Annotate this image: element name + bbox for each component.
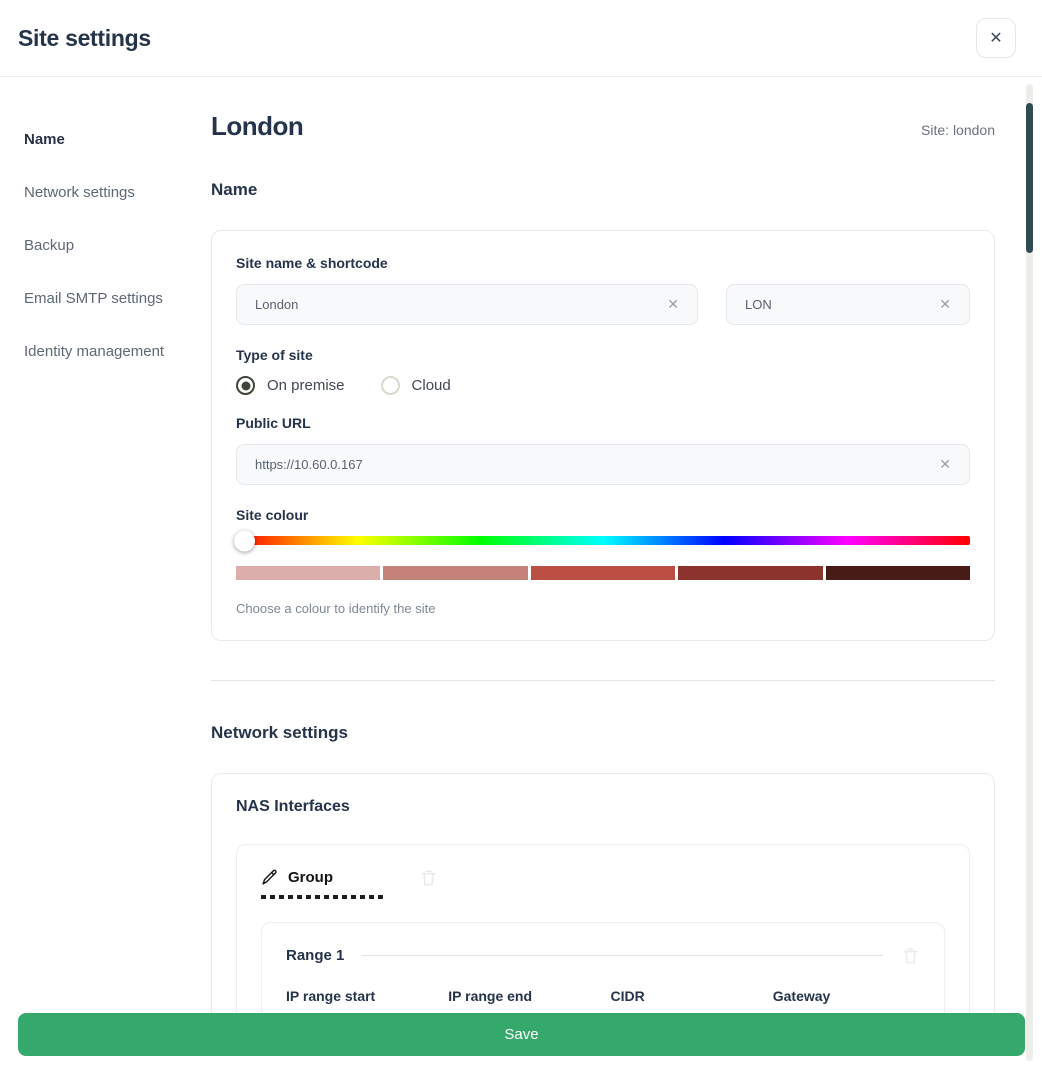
clear-site-name-icon[interactable]: ✕ [667,296,679,312]
site-name-input[interactable] [255,297,664,312]
edit-group-icon[interactable] [261,869,278,886]
shortcode-input[interactable] [745,297,936,312]
colour-swatch-2[interactable] [383,566,528,580]
gateway-label: Gateway [772,988,831,1004]
sidebar-item-identity-management[interactable]: Identity management [24,343,165,360]
section-divider [211,680,995,681]
scrollbar-track[interactable] [1026,84,1033,1061]
cidr-label: CIDR [610,988,645,1004]
nas-interfaces-title: NAS Interfaces [236,798,350,815]
footer-mask [0,1056,1042,1065]
group-name-underline [261,895,383,899]
colour-swatch-3[interactable] [530,566,676,580]
save-button[interactable]: Save [18,1013,1025,1056]
page-title: London [211,111,304,141]
name-card: Site name & shortcode ✕ ✕ Type of site O… [211,230,995,641]
settings-main: London Site: london Name Site name & sho… [211,77,1042,1065]
modal-body: Name Network settings Backup Email SMTP … [0,77,1042,1065]
site-name-field[interactable]: ✕ [236,284,698,325]
save-button-label: Save [504,1026,539,1043]
ip-range-start-label: IP range start [286,988,376,1004]
group-header: Group [261,867,945,888]
radio-cloud-label: Cloud [411,377,451,394]
radio-on-premise-label: On premise [267,377,345,394]
sidebar-item-name[interactable]: Name [24,131,65,148]
public-url-field[interactable]: ✕ [236,444,970,485]
close-icon: ✕ [989,30,1003,47]
sidebar-item-backup[interactable]: Backup [24,237,75,254]
radio-cloud-control[interactable] [380,376,400,395]
close-button[interactable]: ✕ [976,18,1016,58]
group-name-label[interactable]: Group [288,869,333,886]
public-url-label: Public URL [236,415,311,431]
delete-group-icon[interactable] [419,867,438,888]
scrollbar-thumb[interactable] [1026,103,1033,253]
modal-header: Site settings ✕ [0,0,1042,77]
range-header: Range 1 [286,945,920,966]
name-section-heading: Name [211,180,258,199]
public-url-input[interactable] [255,457,936,472]
shortcode-field[interactable]: ✕ [726,284,970,325]
radio-on-premise[interactable]: On premise [236,376,345,395]
type-of-site-label: Type of site [236,347,313,363]
page-title-row: London Site: london [211,111,995,142]
ip-range-end-label: IP range end [448,988,533,1004]
site-name-shortcode-label: Site name & shortcode [236,255,388,271]
type-of-site-options: On premise Cloud [236,376,970,395]
hue-slider[interactable] [234,530,970,551]
radio-on-premise-control[interactable] [236,376,255,395]
colour-hint: Choose a colour to identify the site [236,601,436,616]
network-section-heading: Network settings [211,723,348,742]
sidebar-item-network-settings[interactable]: Network settings [24,184,135,201]
settings-sidebar: Name Network settings Backup Email SMTP … [0,77,211,1065]
sidebar-item-email-smtp[interactable]: Email SMTP settings [24,290,163,307]
colour-swatch-1[interactable] [236,566,381,580]
clear-public-url-icon[interactable]: ✕ [939,456,951,472]
radio-cloud[interactable]: Cloud [380,376,451,395]
range-divider-line [362,955,883,956]
colour-swatches [236,566,971,580]
colour-swatch-5[interactable] [825,566,971,580]
delete-range-icon[interactable] [901,945,920,966]
hue-slider-handle[interactable] [234,530,255,551]
range-title: Range 1 [286,947,345,964]
site-colour-label: Site colour [236,507,309,523]
modal-title: Site settings [18,24,151,51]
clear-shortcode-icon[interactable]: ✕ [939,296,951,312]
colour-swatch-4[interactable] [678,566,823,580]
site-badge: Site: london [921,122,995,138]
